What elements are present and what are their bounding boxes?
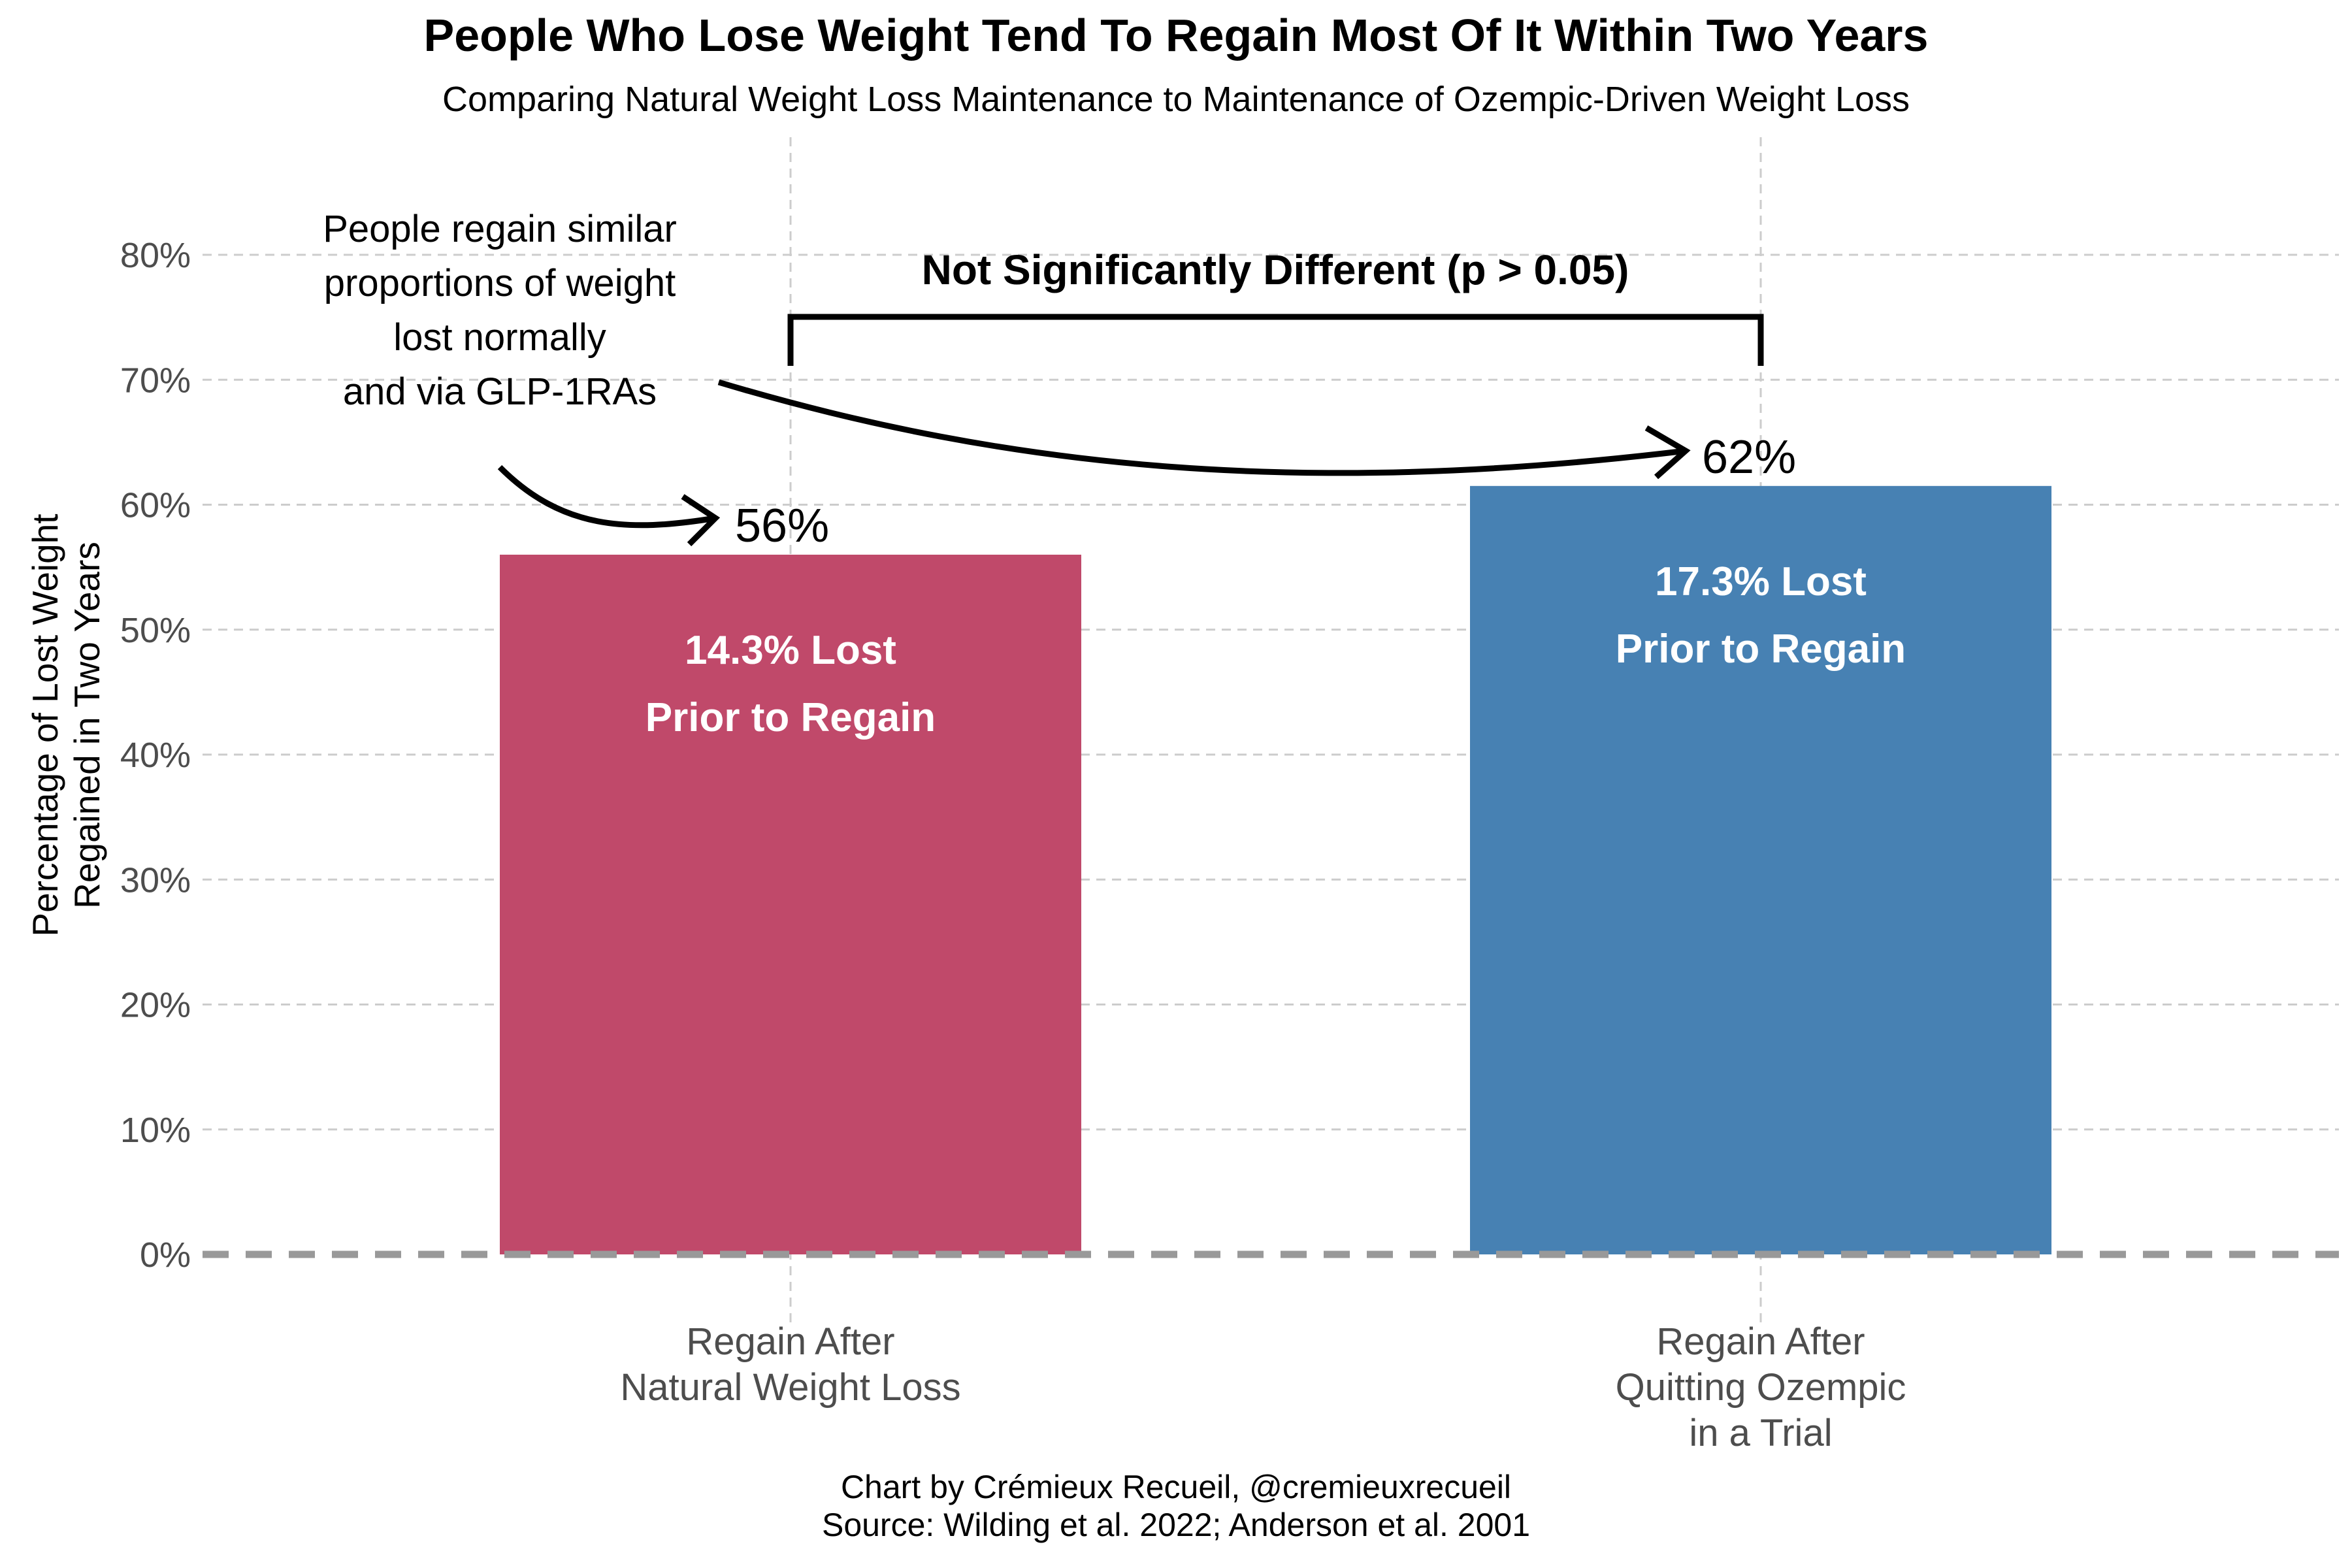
bar (1470, 485, 2051, 1254)
axes: 0%10%20%30%40%50%60%70%80%Regain AfterNa… (120, 236, 2339, 1454)
note-text: People regain similar (323, 208, 677, 250)
chart-title: People Who Lose Weight Tend To Regain Mo… (424, 10, 1929, 61)
bar-inside-label: Prior to Regain (1616, 627, 1906, 672)
y-tick-label: 20% (120, 986, 191, 1025)
note-text: lost normally (393, 316, 606, 359)
x-tick-label: Natural Weight Loss (620, 1366, 960, 1409)
caption-line: Chart by Crémieux Recueil, @cremieuxrecu… (841, 1469, 1511, 1505)
chart-subtitle: Comparing Natural Weight Loss Maintenanc… (442, 80, 1910, 119)
arrowhead-icon (1644, 425, 1691, 480)
note-text: proportions of weight (324, 262, 676, 304)
y-tick-label: 30% (120, 860, 191, 900)
arrowhead-icon (681, 494, 721, 547)
bar-inside-label: 17.3% Lost (1655, 559, 1867, 604)
bars: 14.3% Lost Prior to Regain 17.3% Lost Prior… (500, 485, 2051, 1254)
value-label: 56% (735, 500, 829, 552)
y-tick-label: 50% (120, 611, 191, 650)
y-axis-label-line: Regained in Two Years (67, 542, 107, 909)
caption-line: Source: Wilding et al. 2022; Anderson et… (822, 1507, 1530, 1543)
significance-label: Not Significantly Different (p > 0.05) (922, 246, 1629, 293)
y-tick-label: 0% (140, 1235, 191, 1275)
y-tick-label: 70% (120, 361, 191, 400)
annotations: 56% 62% People regain similar proportions o… (323, 208, 1796, 552)
significance-bracket (787, 314, 1764, 366)
y-tick-label: 60% (120, 486, 191, 525)
arrow-to-bar-2 (717, 379, 1686, 476)
arrow-to-bar-1 (497, 465, 716, 529)
x-tick-label: in a Trial (1689, 1412, 1832, 1454)
value-label: 62% (1702, 431, 1796, 483)
x-tick-label: Regain After (1656, 1320, 1865, 1363)
bar (500, 555, 1081, 1254)
y-tick-label: 10% (120, 1111, 191, 1150)
bar-inside-label: 14.3% Lost (685, 628, 896, 673)
y-axis-label: Percentage of Lost Weight Regained in Two… (25, 514, 107, 936)
y-tick-label: 80% (120, 236, 191, 275)
x-tick-label: Regain After (686, 1320, 894, 1363)
note-text: and via GLP-1RAs (343, 370, 657, 413)
bar-inside-label: Prior to Regain (645, 695, 936, 740)
x-tick-label: Quitting Ozempic (1616, 1366, 1906, 1409)
caption: Chart by Crémieux Recueil, @cremieuxrecu… (822, 1469, 1530, 1543)
y-tick-label: 40% (120, 736, 191, 775)
y-axis-label-line: Percentage of Lost Weight (25, 514, 65, 936)
